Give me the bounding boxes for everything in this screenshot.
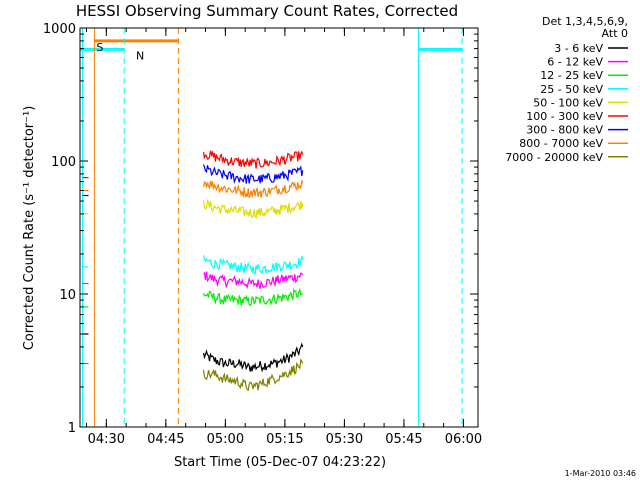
series-300-800-kev: [82, 164, 304, 197]
legend-header-line-2: Att 0: [602, 27, 628, 40]
legend-label-25-50-kev: 25 - 50 keV: [540, 83, 603, 96]
legend-label-50-100-kev: 50 - 100 keV: [533, 96, 603, 109]
x-axis-label: Start Time (05-Dec-07 04:23:22): [174, 455, 386, 470]
series-100-300-kev-segment-1: [202, 150, 304, 169]
legend-label-6-12-kev: 6 - 12 keV: [547, 56, 603, 69]
series-lines: [82, 150, 304, 392]
legend-header-line-1: Det 1,3,4,5,6,9,: [542, 15, 628, 28]
series-6-12-kev-segment-1: [203, 271, 304, 290]
y-tick-label-1: 1: [68, 421, 76, 436]
y-axis-label: Corrected Count Rate (s⁻¹ detector⁻¹): [22, 106, 37, 351]
x-tick-label-05-30: 05:30: [326, 432, 363, 447]
series-50-100-kev: [82, 198, 304, 220]
plot-frame: [79, 27, 479, 428]
y-tick-label-1000: 1000: [43, 22, 76, 37]
x-tick-label-04-30: 04:30: [88, 432, 125, 447]
x-tick-label-06-00: 06:00: [445, 432, 482, 447]
series-3-6-kev-segment-1: [202, 342, 304, 373]
chart-title: HESSI Observing Summary Count Rates, Cor…: [76, 2, 458, 20]
series-100-300-kev: [82, 150, 304, 179]
series-3-6-kev: [82, 333, 304, 373]
legend-label-7000-20000-kev: 7000 - 20000 keV: [505, 151, 603, 164]
series-25-50-kev: [82, 255, 304, 275]
series-7000-20000-kev: [82, 358, 304, 392]
interval-label-s: S: [96, 41, 103, 54]
series-300-800-kev-segment-1: [202, 164, 304, 184]
x-tick-label-05-45: 05:45: [385, 432, 422, 447]
interval-bars: NS: [80, 39, 463, 62]
y-axis-ticks: 1 10 100 1000: [43, 22, 478, 436]
x-tick-label-05-15: 05:15: [266, 432, 303, 447]
x-tick-label-04-45: 04:45: [147, 432, 184, 447]
vertical-marker-lines: [82, 28, 463, 427]
x-axis-ticks: 04:30 04:45 05:00 05:15 05:30 05:45 06:00: [85, 28, 482, 447]
legend-label-3-6-kev: 3 - 6 keV: [554, 42, 603, 55]
legend-label-800-7000-kev: 800 - 7000 keV: [519, 137, 603, 150]
series-800-7000-kev-segment-1: [202, 180, 304, 199]
interval-label-n: N: [136, 49, 144, 62]
y-tick-label-100: 100: [51, 155, 76, 170]
series-12-25-kev-segment-1: [202, 287, 303, 307]
x-tick-label-05-00: 05:00: [207, 432, 244, 447]
legend-label-12-25-kev: 12 - 25 keV: [540, 69, 603, 82]
generation-timestamp: 1-Mar-2010 03:46: [565, 469, 636, 478]
series-7000-20000-kev-segment-1: [202, 358, 304, 392]
legend-label-100-300-kev: 100 - 300 keV: [526, 110, 603, 123]
series-800-7000-kev: [82, 180, 304, 199]
legend-label-300-800-kev: 300 - 800 keV: [526, 124, 603, 137]
series-25-50-kev-segment-1: [202, 255, 304, 275]
series-6-12-kev: [82, 271, 304, 290]
y-tick-label-10: 10: [59, 288, 76, 303]
series-12-25-kev: [82, 287, 303, 308]
series-50-100-kev-segment-1: [202, 198, 304, 220]
